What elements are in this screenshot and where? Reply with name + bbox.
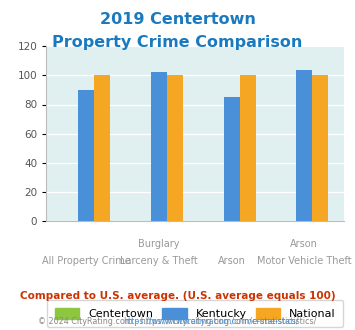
Text: All Property Crime: All Property Crime — [42, 256, 131, 266]
Bar — [312, 75, 328, 221]
Bar — [296, 70, 312, 221]
Bar — [94, 75, 110, 221]
Bar — [167, 75, 183, 221]
Text: Arson: Arson — [290, 239, 318, 248]
Bar — [240, 75, 256, 221]
Legend: Centertown, Kentucky, National: Centertown, Kentucky, National — [47, 300, 343, 327]
Text: Larceny & Theft: Larceny & Theft — [120, 256, 198, 266]
Text: Compared to U.S. average. (U.S. average equals 100): Compared to U.S. average. (U.S. average … — [20, 291, 335, 301]
Bar — [224, 97, 240, 221]
Text: Arson: Arson — [218, 256, 246, 266]
Text: https://www.cityrating.com/crime-statistics/: https://www.cityrating.com/crime-statist… — [124, 317, 299, 326]
Text: 2019 Centertown: 2019 Centertown — [99, 12, 256, 26]
Text: © 2024 CityRating.com - https://www.cityrating.com/crime-statistics/: © 2024 CityRating.com - https://www.city… — [38, 317, 317, 326]
Text: Burglary: Burglary — [138, 239, 180, 248]
Bar — [78, 90, 94, 221]
Bar — [151, 73, 167, 221]
Text: Property Crime Comparison: Property Crime Comparison — [52, 35, 303, 50]
Text: Motor Vehicle Theft: Motor Vehicle Theft — [257, 256, 352, 266]
